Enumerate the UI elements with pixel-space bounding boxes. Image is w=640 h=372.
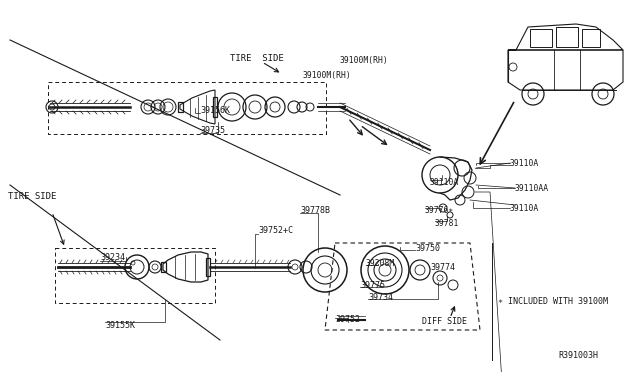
- Bar: [161, 262, 166, 272]
- Text: 39752+C: 39752+C: [258, 225, 293, 234]
- Text: 39234: 39234: [100, 253, 125, 263]
- Text: 39110A: 39110A: [510, 203, 540, 212]
- Text: 39781: 39781: [435, 218, 460, 228]
- Text: 39776∗: 39776∗: [425, 205, 454, 215]
- Bar: [556, 27, 578, 47]
- Text: 39752: 39752: [335, 315, 360, 324]
- Text: 39208M: 39208M: [366, 259, 396, 267]
- Bar: [213, 97, 217, 117]
- Bar: [530, 29, 552, 47]
- Text: 39100M(RH): 39100M(RH): [340, 55, 388, 64]
- Text: ∗ INCLUDED WITH 39100M: ∗ INCLUDED WITH 39100M: [498, 298, 608, 307]
- Text: 39110A: 39110A: [430, 177, 460, 186]
- Text: DIFF SIDE: DIFF SIDE: [422, 317, 467, 327]
- Text: 39110A: 39110A: [510, 158, 540, 167]
- Text: 39100M(RH): 39100M(RH): [303, 71, 352, 80]
- Bar: [582, 29, 600, 47]
- Text: 39735: 39735: [200, 125, 225, 135]
- Text: TIRE  SIDE: TIRE SIDE: [230, 54, 284, 62]
- Text: R391003H: R391003H: [558, 350, 598, 359]
- Text: 39156K: 39156K: [200, 106, 230, 115]
- Text: 39750: 39750: [415, 244, 440, 253]
- Bar: [206, 258, 210, 276]
- Text: 39774: 39774: [430, 263, 455, 273]
- Text: 39734: 39734: [368, 294, 393, 302]
- Text: TIRE SIDE: TIRE SIDE: [8, 192, 56, 201]
- Text: 39775: 39775: [360, 280, 385, 289]
- Text: 39110AA: 39110AA: [515, 183, 549, 192]
- Bar: [178, 102, 183, 112]
- Text: 39778B: 39778B: [300, 205, 330, 215]
- Text: 39155K: 39155K: [105, 321, 135, 330]
